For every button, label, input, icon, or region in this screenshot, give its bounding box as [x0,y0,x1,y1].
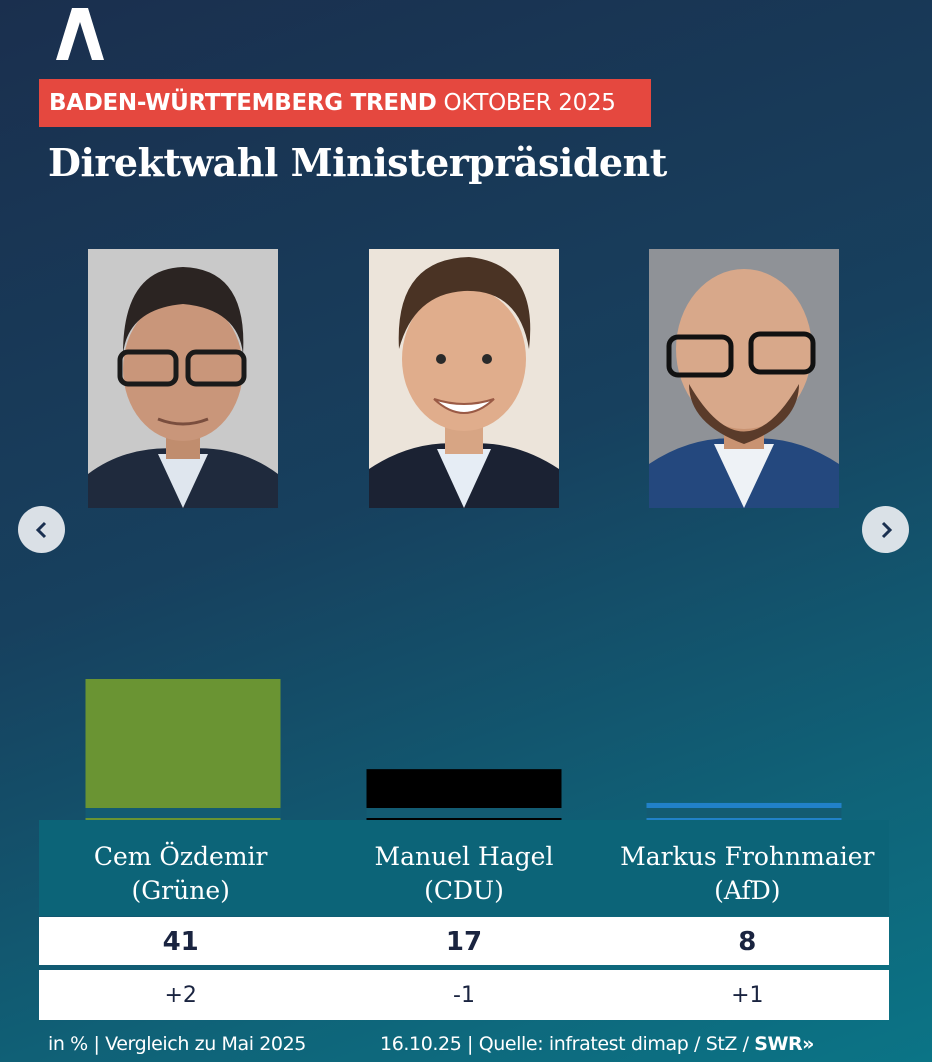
footer-note: in % | Vergleich zu Mai 2025 [48,1033,306,1055]
change-label-1: +2 [164,983,197,1008]
candidate-name-1: Cem Özdemir (Grüne) [93,842,268,905]
candidate-photo-frohnmaier [649,249,839,508]
changes-row: +2 -1 +1 [39,970,889,1020]
bar-separator-1 [85,808,281,818]
candidate-photo-oezdemir [88,249,278,508]
candidate-photo-hagel [369,249,559,508]
value-label-2: 17 [445,927,483,957]
ard-logo-icon [56,8,104,60]
change-label-2: -1 [453,983,475,1008]
carousel-next-button[interactable] [862,506,909,553]
trend-kicker: BADEN-WÜRTTEMBERG TREND OKTOBER 2025 [39,79,651,127]
bar-separator-2 [366,808,562,818]
chevron-right-icon [881,521,892,538]
candidate-name-3: Markus Frohnmaier (AfD) [620,842,875,905]
change-label-3: +1 [731,983,764,1008]
chevron-left-icon [35,521,46,538]
values-row: 41 17 8 [39,917,889,965]
carousel-prev-button[interactable] [18,506,65,553]
bar-1 [85,679,281,833]
footer-source: 16.10.25 | Quelle: infratest dimap / StZ… [380,1033,814,1055]
candidate-name-2: Manuel Hagel (CDU) [374,842,554,905]
swr-logo: SWR» [754,1033,814,1055]
candidate-names-row: Cem Özdemir (Grüne) Manuel Hagel (CDU) Mar… [39,820,889,916]
bar-separator-3 [646,808,842,818]
value-label-3: 8 [738,927,757,957]
value-label-1: 41 [162,927,199,957]
page-title: Direktwahl Ministerpräsident [48,140,667,185]
